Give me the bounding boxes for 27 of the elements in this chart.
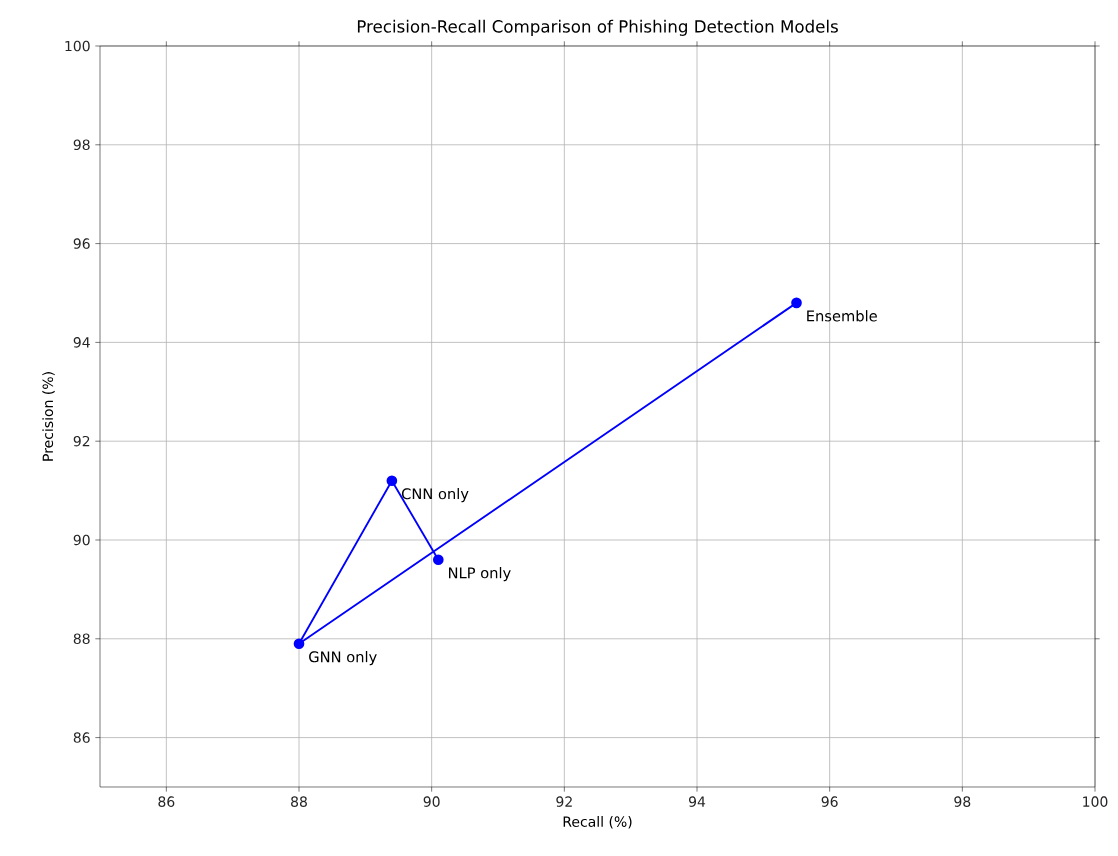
annotation: Ensemble xyxy=(807,310,877,322)
y-tick-label: 88 xyxy=(73,633,90,645)
x-tick-label: 92 xyxy=(556,796,572,807)
point xyxy=(432,554,444,566)
y-tick-label: 100 xyxy=(65,40,90,52)
point xyxy=(293,638,305,650)
x-tick-label: 96 xyxy=(821,796,838,807)
x-tick-label: 100 xyxy=(1083,796,1108,807)
annotation: CNN only xyxy=(401,487,469,503)
y-tick-label: 96 xyxy=(73,238,90,249)
x-axis-title: Recall (%) xyxy=(563,816,632,829)
annotation: GNN only xyxy=(309,650,377,666)
point xyxy=(791,297,802,309)
chart-title: Precision-Recall Comparison of Phishing Detection Models xyxy=(357,19,838,36)
x-tick-label: 86 xyxy=(158,796,175,807)
annotation: NLP only xyxy=(449,567,511,582)
y-axis-title: Precision (%) xyxy=(42,372,55,461)
x-tick-label: 90 xyxy=(423,796,440,807)
x-tick-label: 94 xyxy=(688,796,706,807)
y-tick-label: 86 xyxy=(73,732,90,743)
x-tick-label: 98 xyxy=(954,796,971,807)
x-tick-label: 88 xyxy=(291,796,307,807)
point xyxy=(386,475,398,487)
y-tick-label: 92 xyxy=(73,435,90,447)
y-tick-label: 90 xyxy=(73,534,90,546)
y-tick-label: 94 xyxy=(73,337,90,348)
y-tick-label: 98 xyxy=(73,139,90,151)
